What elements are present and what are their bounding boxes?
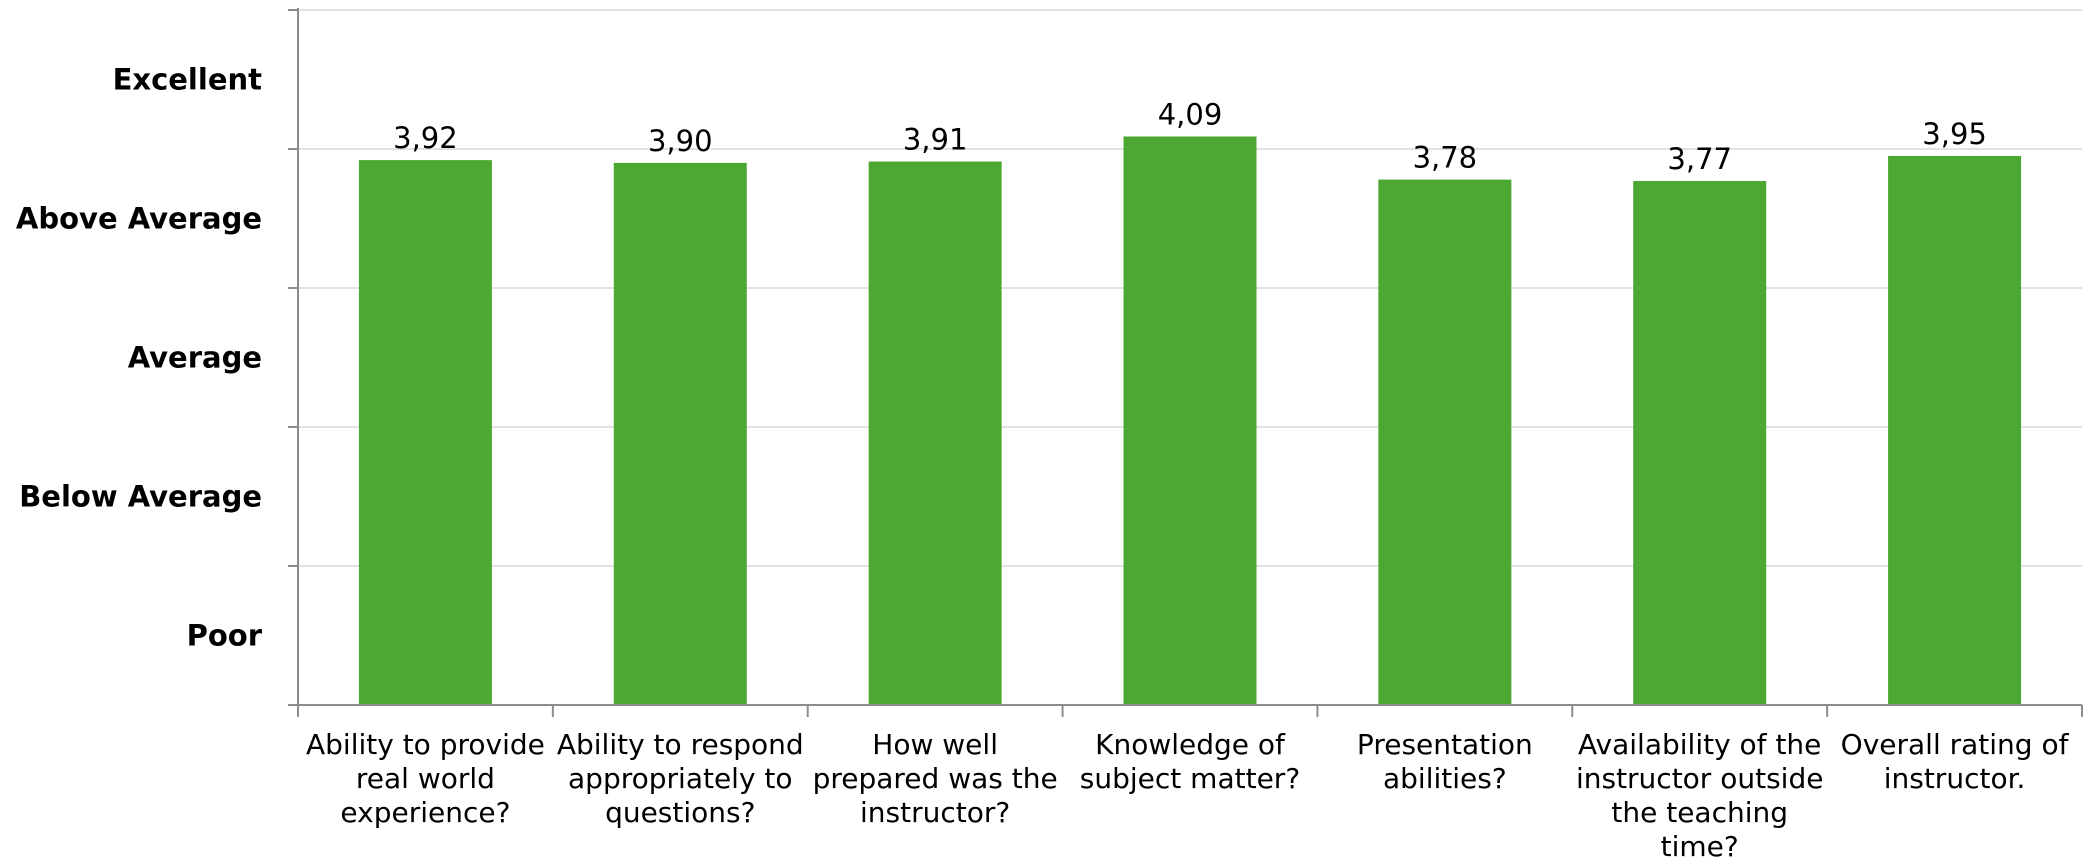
y-tick-label: Excellent — [113, 63, 263, 97]
data-label: 3,91 — [903, 123, 968, 157]
y-tick-label: Above Average — [16, 202, 262, 236]
bars — [358, 136, 2022, 706]
axes — [288, 8, 2083, 717]
x-tick-label: Overall rating of instructor. — [1841, 728, 2070, 795]
bar — [1378, 179, 1512, 705]
bar — [613, 162, 747, 705]
y-tick-label: Average — [128, 341, 262, 375]
data-labels: 3,92 3,90 3,91 4,09 3,78 3,77 3,95 — [393, 97, 1987, 175]
y-tick-label: Below Average — [19, 480, 262, 514]
x-tick-label: Availability of the instructor outside the… — [1576, 728, 1824, 857]
y-tick-label: Poor — [187, 619, 263, 653]
x-tick-label: Ability to provide real world experience? — [306, 728, 545, 829]
x-tick-label: Knowledge of subject matter? — [1080, 728, 1300, 795]
data-label: 3,95 — [1922, 117, 1987, 151]
bar — [1123, 136, 1257, 706]
x-tick-label: Presentation abilities? — [1357, 728, 1533, 795]
bar — [1633, 180, 1767, 706]
bar — [1888, 155, 2022, 705]
data-label: 4,09 — [1158, 97, 1223, 131]
data-label: 3,90 — [648, 124, 713, 158]
bar — [868, 161, 1002, 705]
x-tick-label: How well prepared was the instructor? — [813, 728, 1058, 829]
x-axis-tick-labels: Ability to provide real world experience?A… — [306, 728, 2070, 857]
data-label: 3,92 — [393, 121, 458, 155]
y-axis-tick-labels: Poor Below Average Average Above Average Exc… — [16, 63, 263, 653]
data-label: 3,77 — [1667, 142, 1732, 176]
data-label: 3,78 — [1413, 141, 1478, 175]
bar — [358, 160, 492, 705]
x-tick-label: Ability to respond appropriately to questi… — [557, 728, 804, 829]
